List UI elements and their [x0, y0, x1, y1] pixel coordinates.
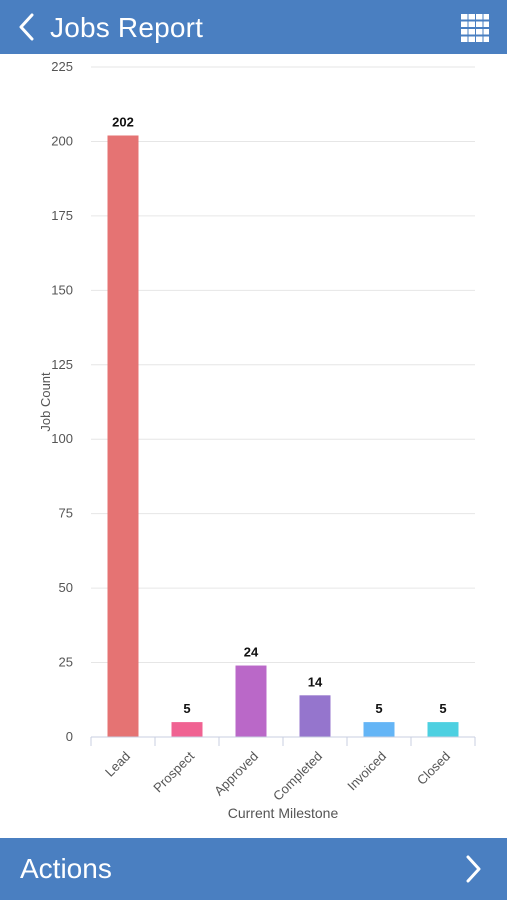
data-label: 5	[439, 701, 446, 716]
bar-chart: 0 25 50 75 100 125 150 175 200 225 202 5 24 14 5 5 Lea…	[38, 59, 476, 821]
header-bar: Jobs Report	[0, 0, 507, 54]
actions-bar[interactable]: Actions	[0, 838, 507, 900]
data-labels: 202 5 24 14 5 5	[112, 114, 446, 716]
bar-completed[interactable]	[299, 695, 331, 737]
x-tick-label: Completed	[270, 749, 325, 804]
x-tick-label: Approved	[211, 749, 261, 799]
x-tick-label: Lead	[102, 749, 133, 780]
y-tick-label: 50	[59, 580, 73, 595]
y-tick-label: 175	[51, 208, 73, 223]
bar-lead[interactable]	[107, 135, 139, 737]
chevron-right-icon	[466, 855, 481, 883]
bars	[107, 135, 459, 737]
x-tick-label: Closed	[414, 749, 453, 788]
data-label: 5	[375, 701, 382, 716]
x-tick-label: Invoiced	[344, 749, 389, 794]
x-tick-label: Prospect	[150, 748, 197, 795]
gridlines	[91, 66, 475, 664]
data-label: 5	[183, 701, 190, 716]
grid-menu-button[interactable]	[461, 14, 489, 42]
chart-area: 0 25 50 75 100 125 150 175 200 225 202 5 24 14 5 5 Lea…	[0, 54, 507, 838]
bar-approved[interactable]	[235, 665, 267, 737]
y-tick-label: 100	[51, 431, 73, 446]
y-tick-label: 25	[59, 655, 73, 670]
y-tick-label: 225	[51, 59, 73, 74]
data-label: 24	[244, 645, 259, 660]
grid-icon	[461, 14, 489, 42]
data-label: 14	[308, 674, 323, 689]
y-tick-label: 150	[51, 282, 73, 297]
y-tick-label: 0	[66, 729, 73, 744]
y-tick-label: 75	[59, 506, 73, 521]
back-button[interactable]	[12, 12, 40, 42]
y-tick-label: 125	[51, 357, 73, 372]
y-tick-labels: 0 25 50 75 100 125 150 175 200 225	[51, 59, 73, 744]
x-axis	[90, 736, 476, 746]
y-tick-label: 200	[51, 133, 73, 148]
page-title: Jobs Report	[50, 12, 204, 43]
data-label: 202	[112, 114, 134, 129]
bar-prospect[interactable]	[171, 722, 203, 737]
y-axis-title: Job Count	[38, 372, 53, 432]
bar-closed[interactable]	[427, 722, 459, 737]
x-axis-title: Current Milestone	[228, 805, 339, 821]
x-tick-labels: Lead Prospect Approved Completed Invoiced Clo…	[102, 748, 453, 803]
actions-label: Actions	[20, 853, 112, 884]
chevron-left-icon	[19, 13, 34, 41]
bar-invoiced[interactable]	[363, 722, 395, 737]
